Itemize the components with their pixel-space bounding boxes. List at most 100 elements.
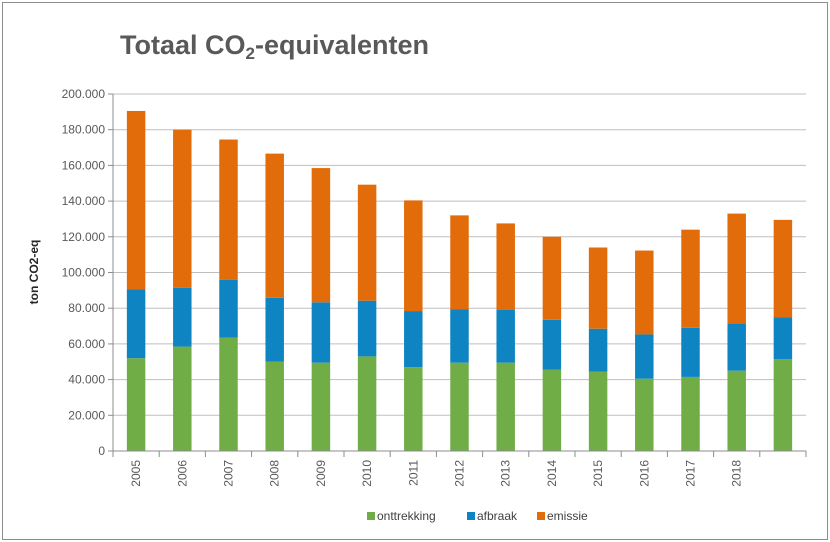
bar-segment-afbraak <box>681 327 700 377</box>
bar-segment-onttrekking <box>635 378 654 451</box>
y-tick-label: 20.000 <box>68 408 105 422</box>
bar-segment-afbraak <box>635 334 654 379</box>
bar-segment-emissie <box>265 153 284 298</box>
bar-stack <box>588 247 608 451</box>
bar-segment-afbraak <box>265 297 284 362</box>
bar-segment-emissie <box>311 168 331 303</box>
bar-segment-onttrekking <box>496 362 515 451</box>
y-tick-label: 160.000 <box>62 158 106 172</box>
y-tick-labels: 0 20.000 40.000 60.000 80.000 100.000 120.000 1… <box>62 87 106 458</box>
bar-segment-onttrekking <box>357 356 377 451</box>
bar-stack <box>727 213 746 451</box>
bar-segment-onttrekking <box>773 359 793 451</box>
axes <box>112 94 807 457</box>
bar-stack <box>635 250 654 451</box>
title-subscript: 2 <box>245 44 255 63</box>
chart-title: Totaal CO2-equivalenten <box>120 30 429 64</box>
legend-item-afbraak: afbraak <box>467 509 518 523</box>
bar-segment-onttrekking <box>311 362 331 451</box>
y-tick-label: 100.000 <box>62 266 106 280</box>
x-tick-label: 2012 <box>453 460 467 487</box>
legend: onttrekking afbraak emissie <box>367 509 588 523</box>
bar-segment-emissie <box>588 247 608 329</box>
x-tick-label: 2007 <box>222 460 236 487</box>
x-tick-label: 2008 <box>268 460 282 487</box>
bar-segment-emissie <box>681 229 700 328</box>
bar-segment-onttrekking <box>542 369 562 451</box>
x-tick-label: 2006 <box>175 460 189 487</box>
bar-segment-afbraak <box>496 309 515 363</box>
bar-segment-emissie <box>635 250 654 335</box>
bar-stack <box>311 168 331 451</box>
bar-segment-onttrekking <box>588 371 608 451</box>
bar-stack <box>404 200 423 451</box>
legend-item-onttrekking: onttrekking <box>367 509 436 523</box>
legend-label: onttrekking <box>377 509 436 523</box>
bar-stack <box>173 129 192 451</box>
bar-segment-afbraak <box>357 300 377 357</box>
x-tick-label: 2005 <box>129 460 143 487</box>
bars <box>126 110 793 451</box>
bar-segment-afbraak <box>542 319 562 370</box>
bar-segment-emissie <box>496 223 515 310</box>
title-rest: -equivalenten <box>254 30 430 60</box>
x-tick-label: 2016 <box>637 460 651 487</box>
bar-segment-afbraak <box>727 323 746 371</box>
y-tick-label: 140.000 <box>62 194 106 208</box>
bar-segment-afbraak <box>311 302 331 363</box>
x-tick-label: 2018 <box>730 460 744 487</box>
y-tick-label: 120.000 <box>62 230 106 244</box>
bar-stack <box>542 236 562 451</box>
bar-segment-afbraak <box>173 287 192 347</box>
bar-segment-onttrekking <box>219 337 238 451</box>
legend-label: afbraak <box>477 509 518 523</box>
y-tick-label: 40.000 <box>68 373 105 387</box>
bar-segment-afbraak <box>773 317 793 360</box>
bar-segment-emissie <box>542 236 562 320</box>
legend-swatch <box>467 512 475 520</box>
bar-segment-emissie <box>357 184 377 301</box>
x-tick-label: 2011 <box>406 460 420 486</box>
y-axis-label: ton CO2-eq <box>27 240 41 305</box>
bar-segment-afbraak <box>126 289 146 359</box>
x-tick-label: 2013 <box>499 460 513 487</box>
x-tick-label: 2017 <box>684 460 698 487</box>
y-tick-label: 80.000 <box>68 301 105 315</box>
x-tick-label: 2015 <box>591 460 605 487</box>
legend-item-emissie: emissie <box>537 509 588 523</box>
bar-segment-afbraak <box>219 279 238 338</box>
y-tick-label: 180.000 <box>62 123 106 137</box>
bar-segment-emissie <box>126 110 146 290</box>
legend-swatch <box>367 512 375 520</box>
y-tick-label: 60.000 <box>68 337 105 351</box>
x-tick-labels: 2005 2006 2007 2008 2009 2010 2011 2012 2013 2014… <box>129 460 744 487</box>
bar-segment-afbraak <box>588 328 608 372</box>
bar-segment-onttrekking <box>404 367 423 451</box>
bar-stack <box>265 153 284 451</box>
x-tick-label: 2014 <box>545 460 559 487</box>
bar-segment-afbraak <box>450 309 469 363</box>
legend-swatch <box>537 512 545 520</box>
x-tick-label: 2009 <box>314 460 328 487</box>
bar-segment-emissie <box>173 129 192 288</box>
bar-segment-onttrekking <box>265 361 284 451</box>
bar-stack <box>496 223 515 451</box>
bar-stack <box>357 184 377 451</box>
bar-stack <box>219 139 238 451</box>
legend-label: emissie <box>547 509 588 523</box>
bar-segment-onttrekking <box>173 346 192 451</box>
bar-stack <box>681 229 700 451</box>
x-tick-label: 2010 <box>360 460 374 487</box>
bar-stack <box>126 110 146 451</box>
bar-segment-onttrekking <box>126 358 146 451</box>
bar-segment-onttrekking <box>681 376 700 451</box>
title-main: Totaal CO <box>120 30 246 60</box>
bar-stack <box>773 219 793 451</box>
bar-segment-afbraak <box>404 311 423 368</box>
y-tick-label: 0 <box>98 444 105 458</box>
bar-segment-emissie <box>727 213 746 324</box>
bar-segment-emissie <box>450 215 469 310</box>
bar-segment-emissie <box>219 139 238 280</box>
bar-segment-onttrekking <box>727 370 746 451</box>
